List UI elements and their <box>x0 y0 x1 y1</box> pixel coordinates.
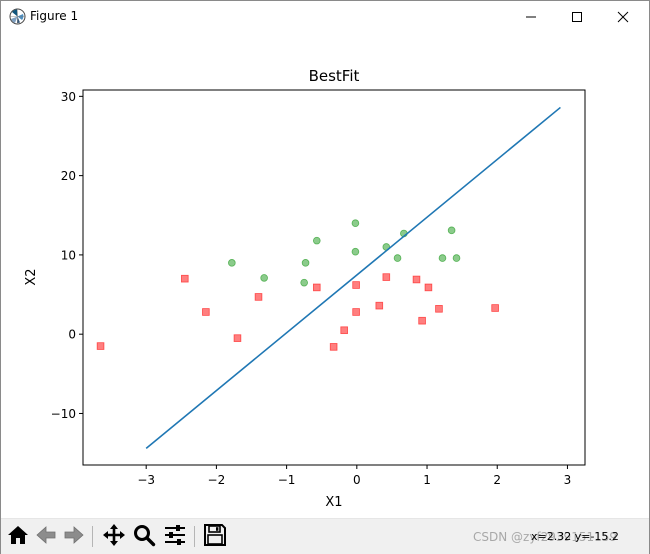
scatter-point-square <box>491 304 499 312</box>
figure-background <box>1 32 649 518</box>
x-tick-label: 2 <box>493 473 501 487</box>
navigation-toolbar <box>1 518 649 554</box>
scatter-point-square <box>375 301 384 310</box>
scatter-point-circle <box>228 259 236 267</box>
scatter-point-circle <box>393 254 402 262</box>
y-tick-label: 30 <box>61 90 76 104</box>
figure-canvas[interactable]: BestFit −3 −2 −1 0 1 2 3 −10 0 10 20 30 X1 X2 <box>1 32 649 518</box>
scatter-point-square <box>312 283 321 292</box>
y-tick-label: 20 <box>61 169 76 183</box>
toolbar-separator <box>194 526 195 547</box>
y-tick-label: 10 <box>61 248 76 262</box>
pan-button[interactable] <box>100 523 127 550</box>
sliders-icon <box>163 523 187 551</box>
floppy-disk-icon <box>203 523 227 551</box>
matplotlib-figure-icon <box>9 8 26 25</box>
x-tick-label: 0 <box>353 473 361 487</box>
toolbar-separator <box>92 526 93 547</box>
configure-subplots-button[interactable] <box>161 523 188 550</box>
x-tick-label: −3 <box>137 473 155 487</box>
x-tick-label: 3 <box>564 473 572 487</box>
move-icon <box>102 523 126 551</box>
home-button[interactable] <box>4 523 31 550</box>
minimize-button[interactable] <box>508 1 554 32</box>
scatter-point-circle <box>438 254 447 262</box>
scatter-point-square <box>352 281 360 289</box>
x-tick-label: 1 <box>423 473 431 487</box>
scatter-point-circle <box>351 247 360 256</box>
zoom-button[interactable] <box>130 523 157 550</box>
scatter-point-circle <box>351 219 360 227</box>
axes-frame <box>82 89 586 466</box>
save-button[interactable] <box>201 523 228 550</box>
scatter-point-circle <box>447 226 456 235</box>
minimize-icon <box>525 11 537 23</box>
scatter-point-square <box>418 316 426 325</box>
scatter-point-circle <box>452 254 461 262</box>
y-tick-label: 0 <box>68 328 76 342</box>
close-button[interactable] <box>600 1 646 32</box>
x-tick-label: −2 <box>208 473 226 487</box>
scatter-point-square <box>329 343 338 351</box>
y-tick-label: −10 <box>51 407 76 421</box>
scatter-point-square <box>181 274 189 283</box>
scatter-point-circle <box>260 274 268 282</box>
x-axis-label: X1 <box>325 495 342 510</box>
scatter-point-square <box>254 293 263 301</box>
scatter-point-square <box>435 305 443 313</box>
scatter-point-square <box>202 308 210 316</box>
home-icon <box>6 523 30 551</box>
cursor-coordinates: x=2.32 y=-15.2 <box>531 530 619 543</box>
scatter-point-circle <box>300 278 308 287</box>
scatter-point-square <box>382 273 391 281</box>
window-title: Figure 1 <box>30 9 79 23</box>
scatter-point-square <box>412 275 421 284</box>
scatter-point-circle <box>312 236 321 245</box>
scatter-point-square <box>352 308 360 316</box>
scatter-point-circle <box>301 259 310 267</box>
scatter-point-square <box>233 334 242 342</box>
close-icon <box>617 11 629 23</box>
maximize-button[interactable] <box>554 1 600 32</box>
arrow-right-icon <box>62 523 86 551</box>
x-tick-label: −1 <box>278 473 296 487</box>
title-bar[interactable]: Figure 1 <box>1 1 649 32</box>
y-axis-label: X2 <box>24 268 39 285</box>
watermark-text: CSDN @zyf2939151159 <box>473 530 617 544</box>
chart-title: BestFit <box>309 67 360 85</box>
best-fit-line <box>145 106 561 449</box>
scatter-point-square <box>96 342 105 350</box>
scatter-point-square <box>340 326 348 335</box>
arrow-left-icon <box>34 523 58 551</box>
scatter-point-square <box>424 283 433 292</box>
magnifier-icon <box>132 523 156 551</box>
back-button[interactable] <box>32 523 59 550</box>
maximize-icon <box>571 11 583 23</box>
forward-button[interactable] <box>60 523 87 550</box>
